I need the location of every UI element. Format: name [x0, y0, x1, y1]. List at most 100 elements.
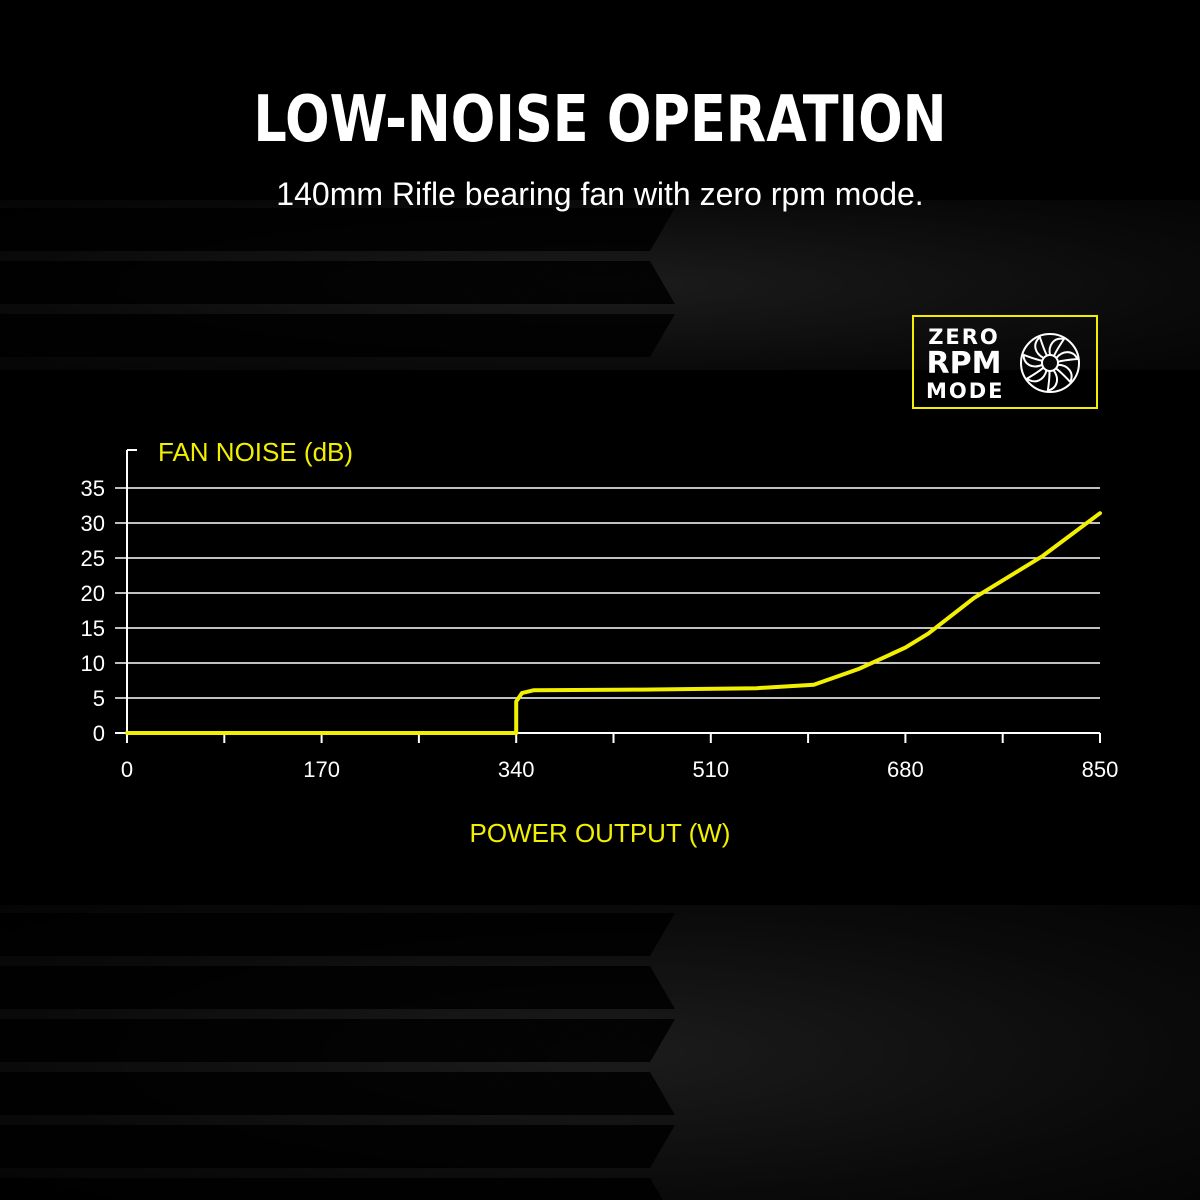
- grille-hole: [625, 1125, 675, 1168]
- grille-hole: [125, 913, 175, 956]
- grille-hole: [550, 913, 600, 956]
- grille-hole: [150, 314, 200, 357]
- grille-hole: [0, 261, 50, 304]
- grille-hole: [50, 966, 100, 1009]
- grille-hole: [525, 1019, 575, 1062]
- grille-hole: [337, 1178, 363, 1200]
- grille-hole: [525, 314, 575, 357]
- grille-hole: [525, 1125, 575, 1168]
- grille-hole: [0, 314, 50, 357]
- grille-hole: [50, 314, 100, 357]
- grille-hole: [300, 1019, 350, 1062]
- grille-hole: [537, 1178, 563, 1200]
- y-tick-label: 5: [93, 686, 105, 711]
- grille-hole: [200, 314, 250, 357]
- grille-hole: [575, 208, 625, 251]
- grille-hole: [500, 1125, 550, 1168]
- grille-hole: [375, 1019, 425, 1062]
- grille-hole: [350, 1072, 400, 1115]
- grille-hole: [300, 314, 350, 357]
- grille-hole: [250, 1178, 300, 1200]
- grille-hole: [575, 913, 625, 956]
- grille-hole: [400, 1019, 450, 1062]
- grille-hole: [100, 1125, 150, 1168]
- background-fan-grille-top: [0, 200, 1200, 370]
- grille-hole: [475, 261, 525, 304]
- grille-hole: [150, 208, 200, 251]
- grille-hole: [350, 966, 400, 1009]
- grille-hole: [625, 1019, 675, 1062]
- grille-hole: [425, 1125, 475, 1168]
- grille-hole: [100, 1019, 150, 1062]
- grille-hole: [625, 314, 675, 357]
- grille-hole: [475, 913, 525, 956]
- y-tick-label: 25: [81, 546, 105, 571]
- x-tick-label: 510: [692, 757, 729, 782]
- grille-hole: [125, 1019, 175, 1062]
- grille-hole: [250, 1125, 300, 1168]
- grille-hole: [75, 966, 125, 1009]
- grille-hole: [625, 208, 675, 251]
- grille-hole: [225, 1019, 275, 1062]
- grille-hole: [575, 1072, 625, 1115]
- grille-hole: [475, 1072, 525, 1115]
- grille-hole: [475, 208, 525, 251]
- grille-hole: [300, 208, 350, 251]
- grille-hole: [225, 261, 275, 304]
- grille-hole: [375, 208, 425, 251]
- grille-hole: [37, 1178, 63, 1200]
- grille-hole: [125, 966, 175, 1009]
- grille-hole: [125, 208, 175, 251]
- grille-hole: [375, 913, 425, 956]
- grille-hole: [437, 1178, 463, 1200]
- grille-hole: [425, 1072, 475, 1115]
- grille-hole: [175, 966, 225, 1009]
- grille-hole: [300, 966, 350, 1009]
- zero-rpm-badge: ZERO RPM MODE: [912, 315, 1098, 409]
- grille-hole: [375, 261, 425, 304]
- grille-hole: [75, 1125, 125, 1168]
- grille-hole: [50, 1125, 100, 1168]
- grille-hole: [200, 208, 250, 251]
- grille-hole: [125, 314, 175, 357]
- grille-hole: [225, 913, 275, 956]
- grille-hole: [550, 261, 600, 304]
- grille-hole: [325, 208, 375, 251]
- y-axis-title: FAN NOISE (dB): [158, 437, 354, 467]
- grille-hole: [550, 314, 600, 357]
- grille-hole: [425, 208, 475, 251]
- grille-hole: [325, 1019, 375, 1062]
- grille-hole: [275, 208, 325, 251]
- grille-hole: [450, 913, 500, 956]
- badge-line-rpm: RPM: [926, 346, 1002, 381]
- grille-hole: [50, 261, 100, 304]
- grille-hole: [300, 1178, 350, 1200]
- grille-hole: [300, 1125, 350, 1168]
- grille-hole: [350, 913, 400, 956]
- grille-hole: [25, 314, 75, 357]
- x-tick-label: 850: [1082, 757, 1119, 782]
- grille-hole: [200, 966, 250, 1009]
- grille-hole: [175, 1125, 225, 1168]
- grille-hole: [325, 1125, 375, 1168]
- grille-hole: [400, 913, 450, 956]
- grille-hole: [0, 1125, 50, 1168]
- grille-hole: [475, 1125, 525, 1168]
- grille-hole: [587, 1178, 613, 1200]
- grille-hole: [475, 314, 525, 357]
- grille-hole: [325, 261, 375, 304]
- grille-hole: [100, 966, 150, 1009]
- grille-hole: [375, 314, 425, 357]
- badge-line-zero: ZERO: [928, 325, 1000, 349]
- grille-hole: [250, 1072, 300, 1115]
- grille-hole: [0, 1019, 50, 1062]
- grille-hole: [400, 1125, 450, 1168]
- page-title: LOW-NOISE OPERATION: [253, 83, 947, 157]
- grille-hole: [350, 208, 400, 251]
- grille-hole: [425, 314, 475, 357]
- grille-hole: [450, 966, 500, 1009]
- grille-hole: [525, 966, 575, 1009]
- grille-hole: [375, 1125, 425, 1168]
- grille-hole: [550, 1125, 600, 1168]
- grille-hole: [450, 1072, 500, 1115]
